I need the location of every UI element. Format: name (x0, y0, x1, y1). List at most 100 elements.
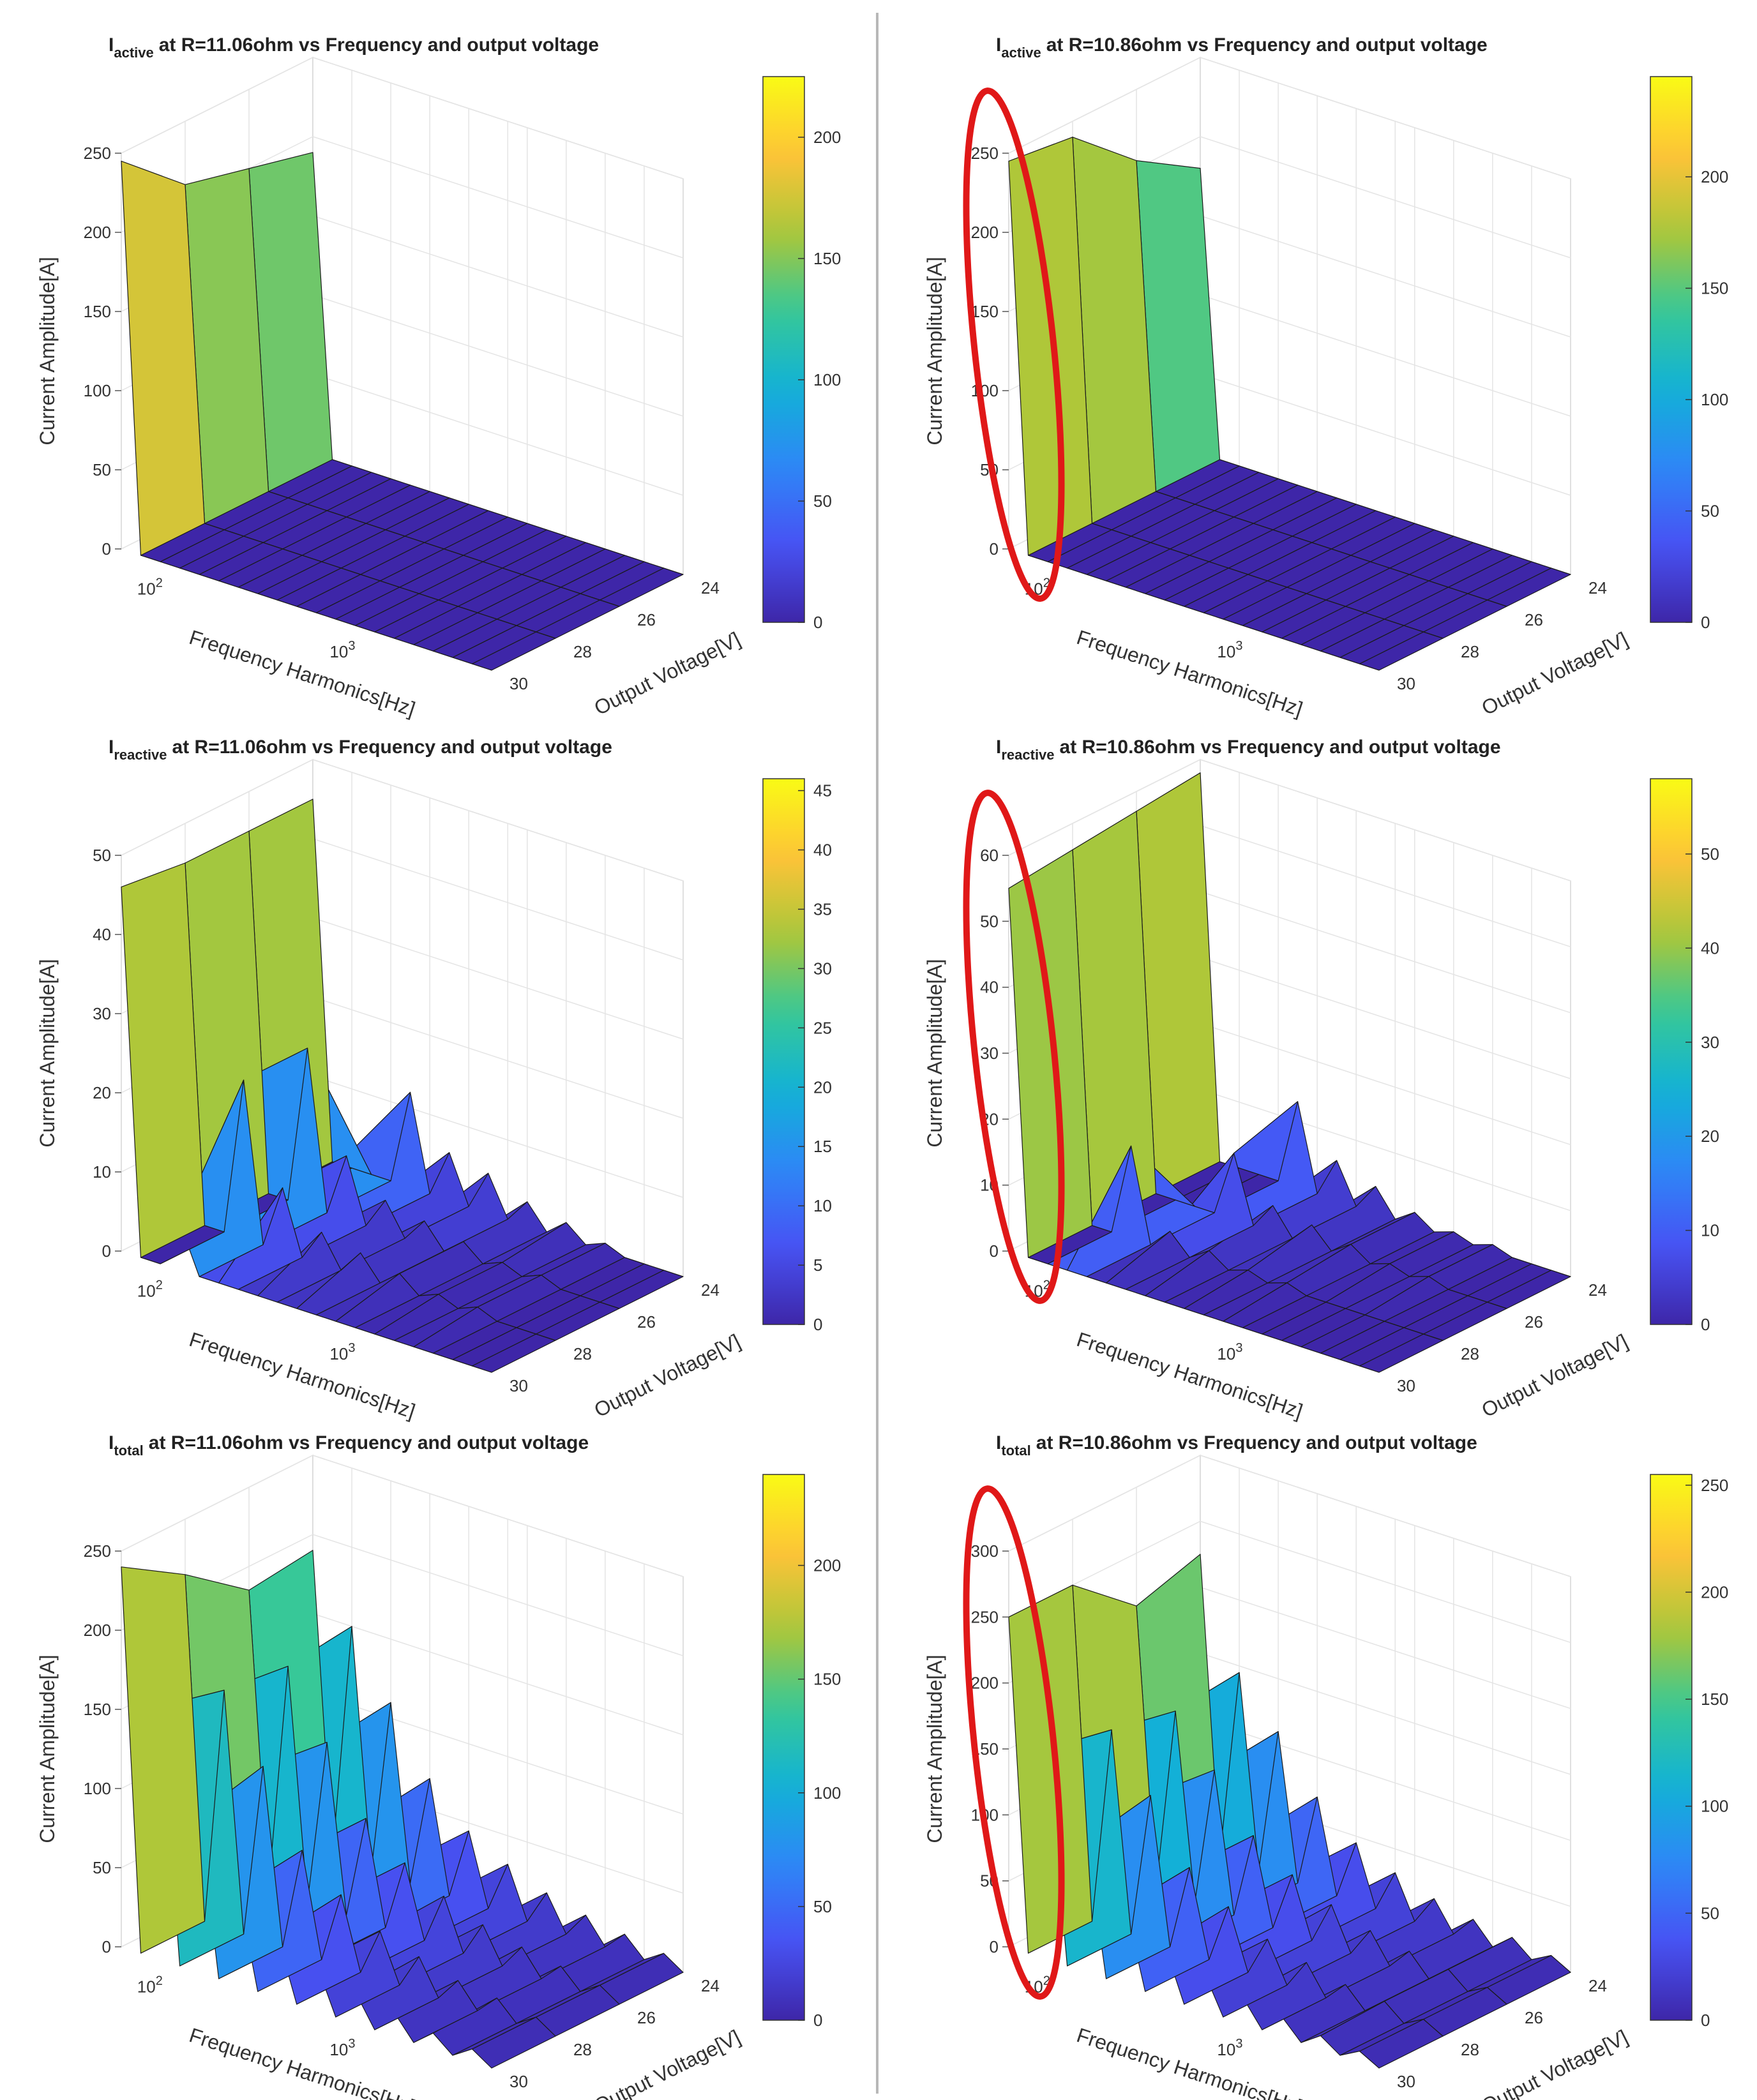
chart-title: Itotal at R=11.06ohm vs Frequency and out… (109, 1432, 589, 1459)
chart-panel-active-10-86ohm: Iactive at R=10.86ohm vs Frequency and ou… (887, 0, 1743, 721)
y-tick-label: 24 (1588, 1976, 1607, 1995)
colorbar-tick-label: 0 (813, 613, 822, 632)
colorbar-tick-label: 150 (1701, 1690, 1728, 1709)
colorbar-tick-label: 10 (1701, 1221, 1719, 1240)
colorbar-gradient (1650, 76, 1693, 623)
z-tick-label: 30 (93, 1004, 111, 1023)
highlight-ellipse (963, 1485, 1065, 2000)
colorbar-tick-label: 200 (1701, 1582, 1728, 1601)
z-axis-label: Current Amplitude[A] (36, 1654, 59, 1843)
colorbar-tick-label: 150 (1701, 279, 1728, 298)
z-tick-label: 250 (84, 1541, 111, 1561)
colorbar-tick-label: 40 (813, 841, 832, 860)
colorbar-gradient (1650, 778, 1693, 1325)
z-tick-label: 0 (102, 1241, 111, 1261)
z-tick-label: 40 (980, 978, 999, 997)
z-axis-label: Current Amplitude[A] (923, 1654, 946, 1843)
z-axis-label: Current Amplitude[A] (36, 959, 59, 1147)
y-tick-label: 26 (1525, 2008, 1543, 2027)
z-tick-label: 100 (84, 1779, 111, 1798)
colorbar-tick-label: 0 (1701, 1315, 1710, 1334)
x-axis-label: Frequency Harmonics[Hz] (186, 2023, 418, 2100)
colorbar-tick-label: 30 (1701, 1033, 1719, 1052)
colorbar-tick-label: 20 (1701, 1127, 1719, 1146)
colorbar-tick-label: 50 (1701, 502, 1719, 521)
colorbar-tick-label: 150 (813, 1670, 841, 1689)
z-tick-label: 200 (971, 223, 999, 242)
z-tick-label: 200 (84, 1621, 111, 1640)
surface-patch (1008, 1584, 1093, 1954)
y-tick-label: 28 (1461, 1344, 1479, 1363)
x-tick-label: 102 (137, 1974, 163, 1996)
y-tick-label: 28 (1461, 642, 1479, 661)
colorbar-tick-label: 200 (813, 1556, 841, 1575)
colorbar-tick-label: 100 (1701, 1797, 1728, 1816)
chart-title: Iactive at R=10.86ohm vs Frequency and ou… (996, 34, 1488, 61)
z-tick-label: 0 (990, 539, 999, 559)
surface (121, 799, 684, 1373)
chart-reactive-10-86ohm: Ireactive at R=10.86ohm vs Frequency and … (923, 737, 1719, 1423)
x-tick-label: 103 (329, 2037, 355, 2059)
chart-title: Iactive at R=11.06ohm vs Frequency and ou… (109, 34, 599, 61)
colorbar: 0 50 100 150 200 250 (1650, 1474, 1728, 2030)
y-tick-label: 24 (701, 578, 720, 597)
y-tick-label: 24 (1588, 1280, 1607, 1300)
y-tick-label: 30 (509, 2072, 528, 2091)
y-tick-label: 24 (1588, 578, 1607, 597)
z-tick-label: 50 (93, 1858, 111, 1877)
z-tick-label: 60 (980, 846, 999, 865)
y-tick-label: 30 (1397, 2072, 1415, 2091)
y-tick-label: 28 (573, 2040, 592, 2059)
colorbar-tick-label: 50 (1701, 1903, 1719, 1923)
chart-active-10-86ohm: Iactive at R=10.86ohm vs Frequency and ou… (923, 34, 1728, 721)
y-tick-label: 30 (1397, 674, 1415, 693)
surface (121, 152, 684, 671)
colorbar-tick-label: 250 (1701, 1476, 1728, 1495)
x-tick-label: 103 (1217, 639, 1242, 661)
colorbar-tick-label: 200 (813, 128, 841, 147)
colorbar-tick-label: 0 (1701, 2011, 1710, 2030)
colorbar-tick-label: 30 (813, 959, 832, 978)
x-axis-label: Frequency Harmonics[Hz] (1074, 2023, 1306, 2100)
z-tick-label: 30 (980, 1044, 999, 1063)
surface-patch (1008, 849, 1093, 1258)
z-tick-label: 250 (971, 1607, 999, 1626)
colorbar: 0 50 100 150 200 (762, 1474, 841, 2030)
z-axis-label: Current Amplitude[A] (923, 257, 946, 445)
colorbar-tick-label: 150 (813, 249, 841, 268)
colorbar-gradient (762, 76, 805, 623)
colorbar-tick-label: 10 (813, 1196, 832, 1215)
colorbar-gradient (1650, 1474, 1693, 2021)
surface (1008, 772, 1571, 1373)
z-axis: 0 10 20 30 40 50 Current Amplitude[A] (36, 846, 121, 1261)
colorbar: 0 10 20 30 40 50 (1650, 778, 1719, 1334)
colorbar-tick-label: 35 (813, 899, 832, 919)
chart-panel-reactive-11-06ohm: Ireactive at R=11.06ohm vs Frequency and … (0, 702, 856, 1423)
colorbar-tick-label: 50 (813, 1897, 832, 1916)
panel-divider (876, 13, 879, 2094)
z-tick-label: 200 (971, 1674, 999, 1693)
z-tick-label: 150 (971, 302, 999, 321)
z-tick-label: 150 (84, 302, 111, 321)
surface-patch (121, 1566, 206, 1954)
colorbar-tick-label: 0 (1701, 613, 1710, 632)
colorbar-tick-label: 0 (813, 1315, 822, 1334)
colorbar-gradient (762, 1474, 805, 2021)
colorbar-tick-label: 15 (813, 1137, 832, 1156)
z-tick-label: 100 (84, 381, 111, 400)
z-axis-label: Current Amplitude[A] (36, 257, 59, 445)
x-tick-label: 102 (137, 576, 163, 598)
z-tick-label: 250 (971, 144, 999, 163)
colorbar-tick-label: 40 (1701, 938, 1719, 957)
y-tick-label: 28 (573, 1344, 592, 1363)
z-tick-label: 20 (93, 1083, 111, 1102)
colorbar-tick-label: 20 (813, 1077, 832, 1097)
y-tick-label: 24 (701, 1976, 720, 1995)
x-tick-label: 103 (1217, 1341, 1242, 1363)
chart-panel-reactive-10-86ohm: Ireactive at R=10.86ohm vs Frequency and … (887, 702, 1743, 1423)
z-tick-label: 250 (84, 144, 111, 163)
x-tick-label: 103 (1217, 2037, 1242, 2059)
y-tick-label: 30 (1397, 1376, 1415, 1395)
